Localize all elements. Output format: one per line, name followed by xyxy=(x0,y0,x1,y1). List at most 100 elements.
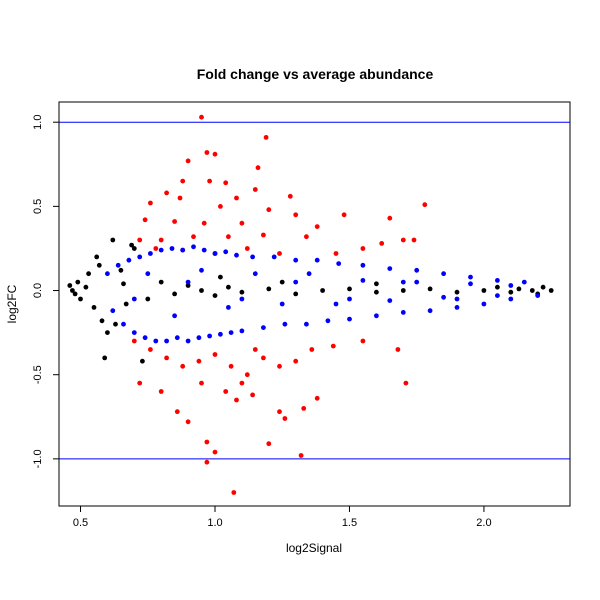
point-s1-53 xyxy=(309,347,315,352)
point-s0-19 xyxy=(172,291,178,297)
point-s1-36 xyxy=(333,251,339,256)
x-tick-label-2: 1.5 xyxy=(342,517,357,529)
point-s1-48 xyxy=(228,363,234,369)
point-s1-40 xyxy=(244,246,250,251)
point-s2-38 xyxy=(387,266,393,271)
point-s0-16 xyxy=(131,246,137,251)
point-s2-22 xyxy=(223,249,229,255)
point-s1-22 xyxy=(172,219,178,224)
point-s1-41 xyxy=(277,251,282,256)
y-tick-label-1: -0.5 xyxy=(32,365,44,384)
point-s2-19 xyxy=(207,333,213,339)
point-s2-17 xyxy=(196,335,202,341)
point-s2-46 xyxy=(495,278,500,283)
y-tick-label-4: 1.0 xyxy=(32,115,44,130)
point-s2-20 xyxy=(212,251,218,256)
point-s2-40 xyxy=(414,267,420,273)
point-s1-42 xyxy=(131,338,137,344)
point-s0-2 xyxy=(72,291,78,297)
point-s0-22 xyxy=(212,293,218,298)
point-s1-10 xyxy=(164,190,170,196)
point-s1-60 xyxy=(174,409,180,415)
point-s1-14 xyxy=(148,200,153,206)
point-s1-49 xyxy=(244,372,250,378)
point-s1-25 xyxy=(314,224,320,230)
point-s0-7 xyxy=(91,305,97,310)
point-s1-31 xyxy=(158,237,164,243)
point-s0-5 xyxy=(83,284,89,290)
point-s1-8 xyxy=(223,180,229,186)
point-s1-52 xyxy=(293,358,299,364)
point-s2-55 xyxy=(279,301,285,307)
point-s0-36 xyxy=(516,286,522,292)
point-s1-32 xyxy=(191,234,196,240)
point-s1-58 xyxy=(137,380,143,386)
point-s2-37 xyxy=(374,313,379,319)
point-s2-69 xyxy=(400,279,406,285)
point-s0-46 xyxy=(374,281,379,287)
point-s1-7 xyxy=(207,178,213,184)
point-s1-24 xyxy=(239,220,245,226)
point-s1-46 xyxy=(196,358,202,364)
point-s1-63 xyxy=(234,397,239,403)
point-s0-18 xyxy=(158,279,164,285)
x-axis-label: log2Signal xyxy=(286,541,342,555)
point-s2-51 xyxy=(172,313,178,319)
point-s1-62 xyxy=(223,389,229,394)
point-s0-21 xyxy=(199,288,204,293)
y-axis: -1.0 -0.5 0.0 0.5 1.0 xyxy=(32,115,60,468)
point-s0-34 xyxy=(495,284,500,290)
point-s2-63 xyxy=(495,293,500,298)
point-s2-10 xyxy=(158,247,164,253)
point-s2-42 xyxy=(441,271,446,277)
point-s0-17 xyxy=(145,296,151,302)
point-s1-66 xyxy=(282,416,288,421)
point-s2-5 xyxy=(131,330,137,335)
x-tick-label-3: 2.0 xyxy=(476,517,491,529)
point-s1-77 xyxy=(252,347,258,352)
point-s0-33 xyxy=(481,288,487,293)
point-s0-8 xyxy=(94,254,100,260)
point-s2-1 xyxy=(110,308,116,314)
point-s1-29 xyxy=(360,246,366,251)
reference-lines xyxy=(59,121,570,460)
point-s0-43 xyxy=(129,242,135,248)
point-s2-32 xyxy=(314,257,320,263)
point-s0-44 xyxy=(218,274,223,280)
point-s1-75 xyxy=(199,380,204,386)
point-s0-20 xyxy=(185,283,191,288)
point-s0-40 xyxy=(548,288,554,293)
point-s0-32 xyxy=(454,289,460,295)
point-s0-13 xyxy=(113,321,118,327)
point-s2-34 xyxy=(336,261,342,266)
point-s2-70 xyxy=(454,296,460,302)
point-s1-2 xyxy=(204,150,210,155)
point-s1-65 xyxy=(277,409,282,415)
point-s1-23 xyxy=(201,220,207,226)
point-s2-6 xyxy=(137,254,143,260)
point-s2-28 xyxy=(271,254,277,260)
point-s2-4 xyxy=(126,257,132,263)
point-s1-16 xyxy=(266,207,272,213)
point-s2-30 xyxy=(293,257,299,263)
y-tick-label-3: 0.5 xyxy=(32,199,44,214)
point-s1-56 xyxy=(395,347,401,352)
point-s2-36 xyxy=(360,262,366,268)
point-s1-35 xyxy=(304,234,309,240)
point-s2-53 xyxy=(226,305,231,310)
point-s2-62 xyxy=(468,281,473,287)
point-s1-34 xyxy=(261,232,266,238)
point-s0-24 xyxy=(239,289,245,295)
point-s0-28 xyxy=(347,286,352,292)
point-s2-12 xyxy=(169,246,175,251)
point-s2-39 xyxy=(400,310,406,315)
point-s2-15 xyxy=(185,338,191,344)
point-s0-23 xyxy=(226,284,231,290)
point-s1-20 xyxy=(422,202,428,208)
y-tick-label-0: -1.0 xyxy=(32,449,44,468)
point-s1-19 xyxy=(387,215,393,221)
point-s1-43 xyxy=(148,347,153,352)
point-s1-59 xyxy=(158,389,164,394)
point-s2-16 xyxy=(191,244,196,250)
point-s0-47 xyxy=(121,281,126,287)
